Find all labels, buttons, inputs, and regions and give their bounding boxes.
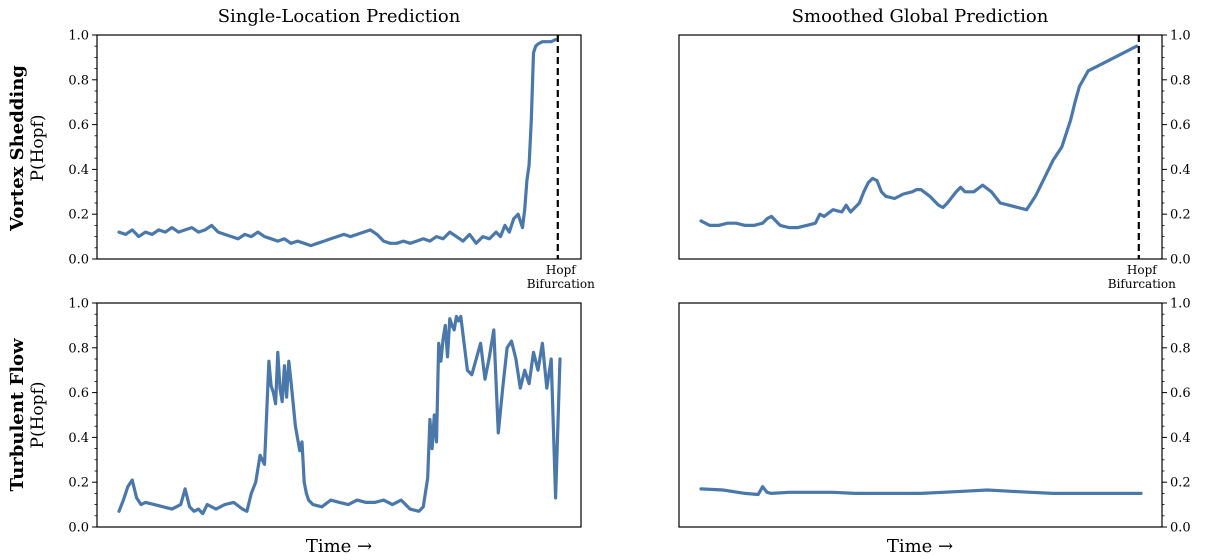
bifurcation-label: Bifurcation	[527, 277, 595, 291]
series-line	[117, 37, 558, 248]
panel-turbulent-global: 0.0 0.2 0.4 0.6 0.8 1.0	[678, 297, 1191, 536]
y-tick-label: 1.0	[68, 297, 89, 312]
y-tick-label: 0.0	[1170, 521, 1191, 536]
series-line	[699, 485, 1143, 497]
row-title-turbulent: Turbulent Flow	[7, 338, 28, 492]
y-tick-label: 0.6	[1170, 118, 1191, 133]
y-tick-label: 1.0	[1170, 29, 1191, 44]
y-tick-label: 0.0	[68, 253, 89, 268]
y-tick-label: 0.4	[68, 163, 89, 178]
y-tick-label: 1.0	[1170, 297, 1191, 312]
y-tick-label: 0.4	[68, 431, 89, 446]
series-line	[117, 314, 562, 516]
y-tick-label: 0.2	[68, 476, 89, 491]
hopf-label: Hopf	[1127, 263, 1158, 277]
bifurcation-label: Bifurcation	[1108, 277, 1176, 291]
row-subtitle-vortex: P(Hopf)	[28, 115, 48, 182]
y-tick-label: 0.2	[68, 208, 89, 223]
y-tick-label: 0.0	[1170, 253, 1191, 268]
row-label-turbulent: Turbulent Flow P(Hopf)	[7, 338, 48, 492]
y-tick-label: 0.0	[68, 521, 89, 536]
series-line	[699, 44, 1139, 230]
y-tick-label: 0.6	[68, 386, 89, 401]
y-tick-label: 0.8	[68, 73, 89, 88]
y-tick-label: 0.8	[1170, 341, 1191, 356]
y-tick-label: 0.8	[68, 341, 89, 356]
panel-turbulent-single: 0.0 0.2 0.4 0.6 0.8 1.0	[68, 297, 582, 536]
y-tick-label: 0.8	[1170, 73, 1191, 88]
y-tick-label: 0.2	[1170, 476, 1191, 491]
y-tick-label: 0.6	[1170, 386, 1191, 401]
y-tick-label: 0.2	[1170, 208, 1191, 223]
col-title-global: Smoothed Global Prediction	[792, 6, 1049, 27]
y-tick-label: 0.6	[68, 118, 89, 133]
col-title-single: Single-Location Prediction	[218, 6, 461, 27]
row-label-vortex: Vortex Shedding P(Hopf)	[7, 65, 48, 232]
plot-frame	[96, 302, 582, 528]
y-tick-label: 0.4	[1170, 431, 1191, 446]
x-label-single: Time →	[306, 536, 372, 557]
y-tick-label: 0.4	[1170, 163, 1191, 178]
plot-frame	[96, 34, 582, 260]
x-label-global: Time →	[887, 536, 953, 557]
row-title-vortex: Vortex Shedding	[7, 65, 28, 232]
y-tick-label: 1.0	[68, 29, 89, 44]
hopf-label: Hopf	[546, 263, 577, 277]
row-subtitle-turbulent: P(Hopf)	[28, 382, 48, 449]
